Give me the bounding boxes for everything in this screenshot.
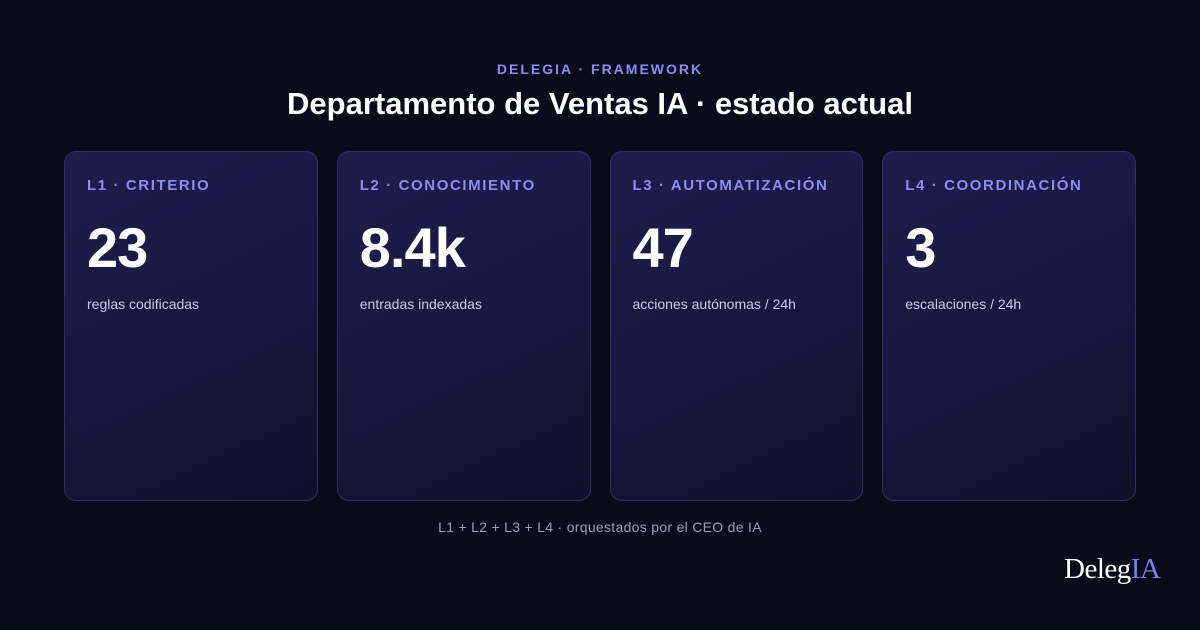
card-value: 23	[87, 216, 148, 279]
card-caption: escalaciones / 24h	[905, 296, 1022, 312]
card-label: L4 · COORDINACIÓN	[905, 177, 1083, 194]
card-value: 47	[632, 216, 694, 279]
metric-cards: L1 · CRITERIO 23 reglas codificadas L2 ·…	[64, 151, 1136, 501]
card-value: 8.4k	[359, 216, 466, 279]
footer-note: L1 + L2 + L3 + L4 · orquestados por el C…	[438, 519, 762, 535]
card-value: 3	[905, 216, 936, 279]
card-l4-coordinacion: L4 · COORDINACIÓN 3 escalaciones / 24h	[882, 151, 1136, 501]
page-title: Departamento de Ventas IA · estado actua…	[287, 86, 913, 121]
card-l2-conocimiento: L2 · CONOCIMIENTO 8.4k entradas indexada…	[336, 151, 591, 501]
logo-text-deleg: Deleg	[1064, 553, 1131, 585]
card-l1-criterio: L1 · CRITERIO 23 reglas codificadas	[64, 151, 318, 501]
logo-text-ia: IA	[1130, 553, 1161, 585]
card-label: L3 · AUTOMATIZACIÓN	[632, 177, 829, 194]
eyebrow: DELEGIA · FRAMEWORK	[496, 61, 704, 77]
brand-logo: DelegIA	[1064, 553, 1161, 586]
card-label: L1 · CRITERIO	[87, 177, 211, 194]
card-caption: entradas indexadas	[359, 296, 482, 312]
card-caption: reglas codificadas	[87, 296, 200, 312]
card-l3-automatizacion: L3 · AUTOMATIZACIÓN 47 acciones autónoma…	[609, 151, 864, 501]
card-label: L2 · CONOCIMIENTO	[359, 177, 536, 194]
card-caption: acciones autónomas / 24h	[632, 296, 796, 312]
